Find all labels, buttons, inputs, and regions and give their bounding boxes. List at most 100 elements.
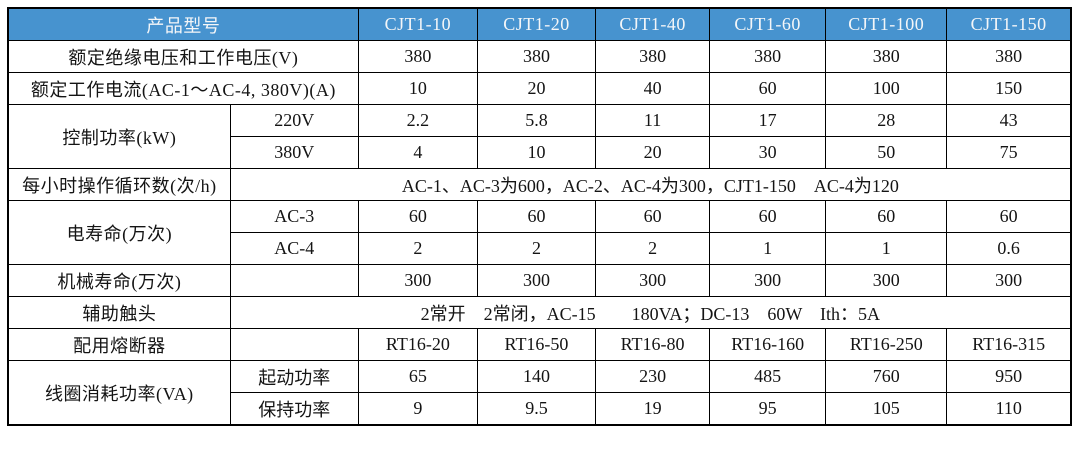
- value-cell: 17: [709, 104, 827, 137]
- row-fuse: 配用熔断器 RT16-20 RT16-50 RT16-80 RT16-160 R…: [7, 328, 1072, 361]
- value-cell: 60: [825, 200, 948, 233]
- row-label: 额定绝缘电压和工作电压(V): [7, 40, 359, 73]
- model-header-cjt1-100: CJT1-100: [825, 7, 948, 41]
- value-cell: 60: [709, 200, 827, 233]
- product-model-header: 产品型号: [7, 7, 359, 41]
- value-cell: 0.6: [946, 232, 1072, 265]
- value-cell: 40: [595, 72, 711, 105]
- row-coil-hold-power: 保持功率 9 9.5 19 95 105 110: [8, 392, 1072, 426]
- value-cell: 2.2: [357, 104, 478, 137]
- value-cell: 9.5: [476, 392, 597, 426]
- merged-value-cell: 2常开 2常闭，AC-15 180VA；DC-13 60W Ith：5A: [229, 296, 1072, 329]
- value-cell: 300: [595, 264, 711, 297]
- value-cell: 10: [357, 72, 478, 105]
- value-cell: RT16-50: [476, 328, 597, 361]
- sub-label: 起动功率: [229, 360, 359, 393]
- value-cell: 20: [595, 136, 711, 169]
- row-rated-current: 额定工作电流(AC-1～AC-4, 380V)(A) 10 20 40 60 1…: [7, 72, 1072, 105]
- value-cell: 380: [357, 40, 478, 73]
- value-cell: RT16-20: [357, 328, 478, 361]
- value-cell: RT16-315: [946, 328, 1072, 361]
- value-cell: 2: [595, 232, 711, 265]
- value-cell: 950: [946, 360, 1072, 393]
- row-label: 辅助触头: [7, 296, 231, 329]
- empty-cell: [229, 264, 359, 297]
- value-cell: 20: [476, 72, 597, 105]
- value-cell: 60: [709, 72, 827, 105]
- header-row: 产品型号 CJT1-10 CJT1-20 CJT1-40 CJT1-60 CJT…: [7, 7, 1072, 41]
- value-cell: 110: [946, 392, 1072, 426]
- row-mechanical-life: 机械寿命(万次) 300 300 300 300 300 300: [7, 264, 1072, 297]
- value-cell: 60: [595, 200, 711, 233]
- value-cell: 65: [357, 360, 478, 393]
- row-label: 每小时操作循环数(次/h): [7, 168, 231, 201]
- row-electrical-life-ac4: AC-4 2 2 2 1 1 0.6: [8, 232, 1072, 265]
- empty-cell: [229, 328, 359, 361]
- value-cell: 60: [357, 200, 478, 233]
- row-electrical-life-ac3: 电寿命(万次) AC-3 60 60 60 60 60 60: [7, 200, 1072, 265]
- value-cell: 150: [946, 72, 1072, 105]
- value-cell: 19: [595, 392, 711, 426]
- value-cell: 11: [595, 104, 711, 137]
- sub-label: 保持功率: [229, 392, 359, 426]
- row-label: 线圈消耗功率(VA): [7, 360, 231, 426]
- value-cell: 140: [476, 360, 597, 393]
- sub-label: AC-3: [229, 200, 359, 233]
- row-label: 配用熔断器: [7, 328, 231, 361]
- value-cell: 2: [357, 232, 478, 265]
- value-cell: 300: [709, 264, 827, 297]
- sub-label: 380V: [229, 136, 359, 169]
- value-cell: 485: [709, 360, 827, 393]
- value-cell: 1: [709, 232, 827, 265]
- value-cell: 1: [825, 232, 948, 265]
- row-operating-cycles: 每小时操作循环数(次/h) AC-1、AC-3为600，AC-2、AC-4为30…: [7, 168, 1072, 201]
- row-label: 额定工作电流(AC-1～AC-4, 380V)(A): [7, 72, 359, 105]
- row-label: 控制功率(kW): [7, 104, 231, 169]
- value-cell: 100: [825, 72, 948, 105]
- value-cell: RT16-80: [595, 328, 711, 361]
- value-cell: 760: [825, 360, 948, 393]
- sub-label: AC-4: [229, 232, 359, 265]
- value-cell: 380: [709, 40, 827, 73]
- value-cell: 380: [946, 40, 1072, 73]
- model-header-cjt1-40: CJT1-40: [595, 7, 711, 41]
- model-header-cjt1-20: CJT1-20: [476, 7, 597, 41]
- value-cell: 60: [946, 200, 1072, 233]
- value-cell: 230: [595, 360, 711, 393]
- sub-label: 220V: [229, 104, 359, 137]
- row-control-power-380v: 380V 4 10 20 30 50 75: [8, 136, 1072, 169]
- value-cell: 50: [825, 136, 948, 169]
- value-cell: 300: [357, 264, 478, 297]
- value-cell: 10: [476, 136, 597, 169]
- value-cell: 2: [476, 232, 597, 265]
- value-cell: 30: [709, 136, 827, 169]
- model-header-cjt1-10: CJT1-10: [357, 7, 478, 41]
- value-cell: 4: [357, 136, 478, 169]
- model-header-cjt1-150: CJT1-150: [946, 7, 1072, 41]
- row-control-power-220v: 控制功率(kW) 220V 2.2 5.8 11 17 28 43: [7, 104, 1072, 169]
- value-cell: 95: [709, 392, 827, 426]
- merged-value-cell: AC-1、AC-3为600，AC-2、AC-4为300，CJT1-150 AC-…: [229, 168, 1072, 201]
- value-cell: 75: [946, 136, 1072, 169]
- value-cell: 28: [825, 104, 948, 137]
- spec-table: 产品型号 CJT1-10 CJT1-20 CJT1-40 CJT1-60 CJT…: [7, 7, 1072, 426]
- value-cell: 300: [946, 264, 1072, 297]
- row-label: 机械寿命(万次): [7, 264, 231, 297]
- value-cell: 300: [476, 264, 597, 297]
- value-cell: 380: [825, 40, 948, 73]
- model-header-cjt1-60: CJT1-60: [709, 7, 827, 41]
- value-cell: 300: [825, 264, 948, 297]
- value-cell: 60: [476, 200, 597, 233]
- value-cell: RT16-160: [709, 328, 827, 361]
- row-label: 电寿命(万次): [7, 200, 231, 265]
- row-auxiliary-contacts: 辅助触头 2常开 2常闭，AC-15 180VA；DC-13 60W Ith：5…: [7, 296, 1072, 329]
- row-coil-start-power: 线圈消耗功率(VA) 起动功率 65 140 230 485 760 950: [7, 360, 1072, 426]
- value-cell: 9: [357, 392, 478, 426]
- value-cell: 43: [946, 104, 1072, 137]
- value-cell: RT16-250: [825, 328, 948, 361]
- value-cell: 105: [825, 392, 948, 426]
- row-rated-voltage: 额定绝缘电压和工作电压(V) 380 380 380 380 380 380: [7, 40, 1072, 73]
- value-cell: 380: [595, 40, 711, 73]
- value-cell: 5.8: [476, 104, 597, 137]
